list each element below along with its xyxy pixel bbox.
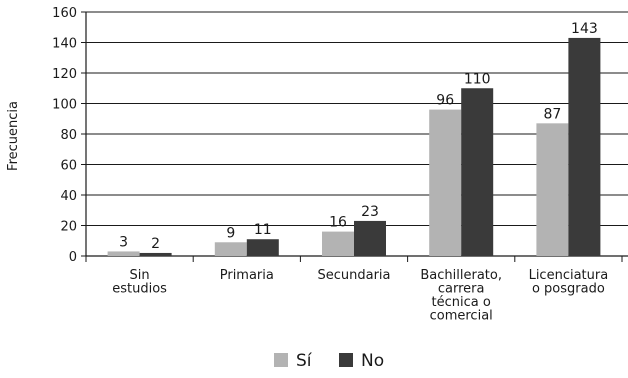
y-tick-label: 0 bbox=[69, 250, 77, 265]
category-label-line: carrera bbox=[438, 282, 485, 297]
category-label-line: estudios bbox=[112, 282, 167, 297]
category-label-line: Primaria bbox=[220, 268, 274, 283]
grid-layer bbox=[86, 11, 628, 226]
y-tick-label: 160 bbox=[52, 6, 77, 21]
y-tick-label: 120 bbox=[52, 67, 77, 82]
label-layer: 3 2 Sin estudios 9 11 Primaria 16 23 Secundaria 96… bbox=[112, 21, 608, 324]
y-axis-label: Frecuencia bbox=[6, 101, 21, 171]
legend-label: No bbox=[361, 351, 384, 371]
legend: Sí No bbox=[274, 351, 384, 371]
data-label: 2 bbox=[151, 236, 160, 252]
bar-si bbox=[429, 109, 462, 256]
bar-no bbox=[568, 37, 601, 256]
category-label-line: Bachillerato, bbox=[420, 268, 502, 283]
category-label: Licenciatura o posgrado bbox=[529, 268, 609, 297]
bar-no bbox=[139, 252, 172, 256]
category-label: Primaria bbox=[220, 268, 274, 283]
category-label: Secundaria bbox=[317, 268, 390, 283]
y-tick-label: 100 bbox=[52, 98, 77, 113]
bar-no bbox=[461, 88, 494, 256]
legend-swatch-no bbox=[339, 353, 353, 367]
category-label-line: Sin bbox=[130, 268, 150, 283]
y-tick-label: 140 bbox=[52, 37, 77, 52]
y-tick-label: 80 bbox=[60, 128, 77, 143]
legend-swatch-si bbox=[274, 353, 288, 367]
y-tick-label: 20 bbox=[60, 220, 77, 235]
bar-si bbox=[322, 231, 354, 256]
category-label: Bachillerato, carrera técnica o comercial bbox=[420, 268, 502, 324]
y-tick-label: 40 bbox=[60, 189, 77, 204]
data-label: 16 bbox=[329, 215, 347, 231]
data-label: 143 bbox=[571, 21, 598, 37]
bar-no bbox=[246, 239, 279, 256]
data-label: 23 bbox=[361, 204, 379, 220]
category-label-line: Secundaria bbox=[317, 268, 390, 283]
bar-layer bbox=[107, 37, 601, 256]
bar-si bbox=[536, 123, 569, 256]
data-label: 110 bbox=[464, 71, 491, 87]
data-label: 11 bbox=[254, 222, 272, 238]
category-label-line: Licenciatura bbox=[529, 268, 609, 283]
data-label: 96 bbox=[436, 93, 454, 109]
category-label-line: comercial bbox=[430, 309, 493, 324]
data-label: 9 bbox=[226, 225, 235, 241]
y-tick-label: 60 bbox=[60, 159, 77, 174]
bar-si bbox=[107, 251, 140, 256]
category-label-line: o posgrado bbox=[532, 282, 605, 297]
bar-no bbox=[354, 220, 386, 256]
data-label: 87 bbox=[543, 106, 561, 122]
legend-label: Sí bbox=[296, 351, 313, 371]
category-label: Sin estudios bbox=[112, 268, 167, 297]
bar-si bbox=[214, 242, 247, 256]
data-label: 3 bbox=[119, 234, 128, 250]
category-label-line: técnica o bbox=[432, 295, 491, 310]
